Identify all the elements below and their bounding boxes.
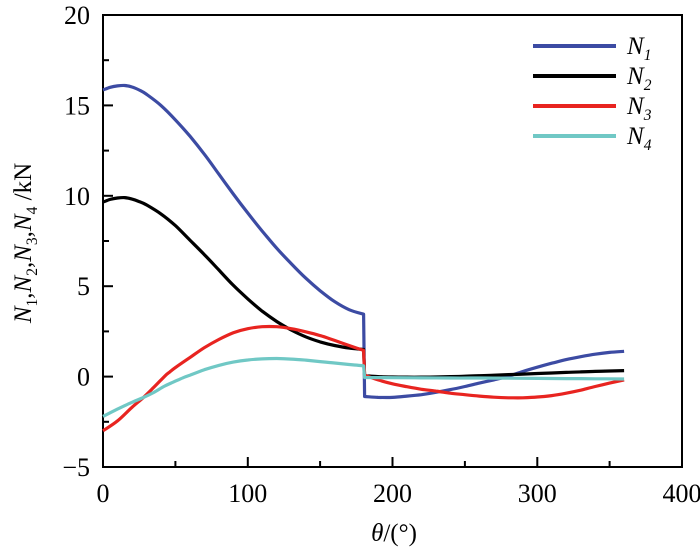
legend-label-N1: N1 [627,32,652,64]
x-axis-title: θ/(°) [371,520,417,547]
y-tick-label: 5 [77,272,90,301]
legend-item-N1: N1 [533,31,652,64]
series-N3-curve [102,324,625,433]
x-tick-label: 200 [373,479,412,508]
legend-swatch-N2 [533,74,616,78]
y-tick-label: −5 [62,453,90,482]
series-N1-curve [102,83,625,400]
legend-item-N4: N4 [533,121,652,154]
series-N4-curve [102,356,625,418]
x-tick-label: 100 [228,479,267,508]
y-tick-label: 10 [64,182,90,211]
y-tick-label: 0 [77,363,90,392]
x-tick-label: 0 [97,479,110,508]
legend-label-N2: N2 [627,62,652,94]
series-N2-curve [102,195,625,379]
y-axis-title: N1,N2,N3,N4 /kN [10,162,41,324]
legend-label-N4: N4 [627,122,652,154]
x-tick-label: 400 [663,479,700,508]
legend-label-N3: N3 [627,92,652,124]
legend-swatch-N4 [533,134,616,138]
x-tick-label: 300 [518,479,557,508]
y-tick-label: 15 [64,91,90,120]
legend-item-N3: N3 [533,91,652,124]
legend-swatch-N3 [533,104,616,108]
legend-swatch-N1 [533,44,616,48]
legend: N1 N2 N3 N4 [533,31,652,154]
y-tick-label: 20 [64,1,90,30]
plot-border [102,14,683,468]
legend-item-N2: N2 [533,61,652,94]
